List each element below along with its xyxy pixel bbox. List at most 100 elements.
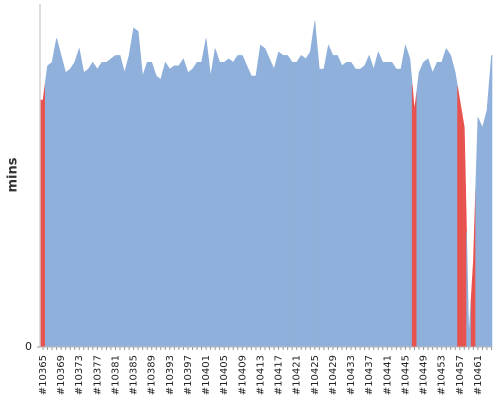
area-segment [443, 47, 449, 348]
area-segment [321, 57, 327, 348]
x-tick-label: #10385 [129, 355, 140, 395]
area-segment [353, 64, 359, 348]
x-tick-label: #10433 [346, 355, 357, 395]
area-segment [262, 46, 268, 348]
area-segment [58, 46, 64, 348]
x-tick-label: #10401 [201, 355, 212, 395]
area-segment [94, 64, 100, 348]
area-segment [194, 62, 200, 348]
area-segment [411, 84, 418, 348]
area-segment [144, 62, 150, 348]
area-segment [343, 62, 350, 348]
area-segment [85, 64, 91, 348]
area-segment [461, 113, 467, 348]
area-segment [466, 232, 472, 348]
area-segment [420, 59, 427, 348]
x-tick-label: #10405 [219, 355, 230, 395]
x-tick-label: #10377 [92, 355, 103, 395]
x-tick-label: #10429 [328, 355, 339, 395]
x-tick-label: #10373 [74, 355, 85, 395]
x-tick-label: #10457 [455, 355, 466, 395]
area-segment [303, 54, 309, 348]
area-segment [76, 47, 82, 348]
area-segment [40, 82, 46, 348]
x-tick-label: #10461 [473, 355, 484, 395]
x-tick-label: #10409 [237, 355, 248, 395]
area-segment [452, 63, 458, 348]
area-segment [99, 62, 105, 348]
area-segment [149, 62, 155, 348]
x-tick-label: #10425 [310, 355, 321, 395]
area-segment [248, 70, 254, 348]
area-segment [330, 50, 336, 348]
y-axis-label: mins [6, 157, 21, 192]
area-segment [371, 60, 377, 348]
x-tick-label: #10369 [56, 355, 67, 395]
area-segment [348, 62, 354, 348]
area-segment [63, 63, 69, 348]
area-segment [203, 38, 209, 348]
y-tick-label: 0 [25, 340, 32, 353]
area-segment [289, 57, 295, 348]
area-segment [294, 57, 300, 348]
area-segment [285, 55, 291, 348]
area-segment [475, 117, 481, 348]
area-segment [271, 60, 277, 348]
x-tick-label: #10449 [419, 355, 430, 395]
area-segment [434, 62, 440, 348]
area-segment [425, 58, 431, 348]
x-tick-label: #10453 [437, 355, 448, 395]
area-segment [398, 57, 404, 348]
area-segment [334, 55, 341, 348]
x-tick-label: #10381 [110, 355, 121, 395]
area-segment [362, 60, 368, 348]
area-segment [112, 55, 119, 348]
area-segment [230, 57, 236, 348]
area-segment [276, 51, 282, 348]
area-segment [167, 64, 173, 348]
area-segment [430, 65, 436, 348]
x-tick-label: #10417 [274, 355, 285, 395]
area-segment [239, 55, 245, 348]
x-tick-label: #10413 [255, 355, 266, 395]
area-segment [81, 60, 87, 348]
area-segment [339, 60, 345, 348]
area-segment [212, 48, 218, 348]
area-segment [389, 62, 395, 348]
area-segment [208, 57, 214, 348]
area-segment [470, 189, 476, 348]
area-segment [407, 51, 413, 348]
area-segment [366, 54, 372, 348]
area-segment [257, 44, 264, 348]
area-segment [121, 63, 128, 348]
x-tick-label: #10397 [183, 355, 194, 395]
area-segment [416, 67, 422, 348]
area-segment [140, 53, 146, 348]
area-segment [185, 65, 191, 348]
area-segment [162, 61, 168, 348]
area-segment [108, 56, 114, 348]
area-segment [171, 65, 177, 348]
area-segment [266, 53, 273, 348]
area-segment [402, 43, 408, 348]
area-segment [312, 21, 318, 348]
area-segment [448, 51, 454, 348]
area-segment [158, 70, 164, 348]
area-segment [72, 55, 78, 348]
x-tick-label: #10393 [165, 355, 176, 395]
area-segment [484, 82, 490, 348]
area-segment [180, 58, 187, 348]
area-segment [198, 50, 205, 348]
x-tick-label: #10389 [147, 355, 158, 395]
area-segment [280, 53, 286, 348]
x-tick-label: #10421 [292, 355, 303, 395]
x-tick-label: #10445 [400, 355, 411, 395]
area-segment [217, 55, 223, 348]
area-segment [153, 69, 159, 348]
area-segment [357, 66, 363, 348]
area-segment [54, 38, 60, 348]
area-segment [307, 36, 313, 348]
area-segment [325, 44, 331, 348]
area-segment [90, 61, 96, 348]
